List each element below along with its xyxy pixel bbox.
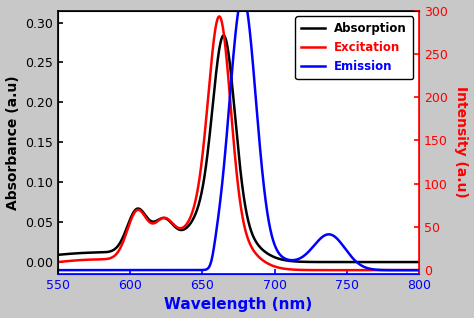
Excitation — [409, 268, 415, 272]
Legend: Absorption, Excitation, Emission: Absorption, Excitation, Emission — [295, 17, 413, 79]
Excitation — [217, 15, 222, 18]
Excitation — [370, 268, 376, 272]
Emission — [55, 268, 61, 272]
Absorption — [409, 260, 415, 264]
Excitation — [96, 258, 102, 261]
Emission — [416, 268, 422, 272]
Absorption — [118, 240, 123, 244]
Excitation — [416, 268, 422, 272]
Absorption — [416, 260, 422, 264]
Excitation — [193, 195, 199, 198]
X-axis label: Wavelength (nm): Wavelength (nm) — [164, 297, 312, 313]
Absorption — [55, 253, 61, 257]
Excitation — [118, 246, 123, 250]
Absorption — [209, 111, 215, 114]
Emission — [370, 267, 376, 271]
Emission — [96, 268, 102, 272]
Absorption — [370, 260, 376, 264]
Absorption — [96, 251, 102, 254]
Excitation — [55, 260, 61, 264]
Emission — [193, 268, 199, 272]
Y-axis label: Absorbance (a.u): Absorbance (a.u) — [6, 75, 19, 210]
Line: Absorption: Absorption — [58, 36, 419, 262]
Emission — [209, 256, 215, 260]
Excitation — [209, 54, 215, 58]
Emission — [118, 268, 123, 272]
Emission — [409, 268, 415, 272]
Line: Emission: Emission — [58, 0, 419, 270]
Line: Excitation: Excitation — [58, 17, 419, 270]
Absorption — [193, 210, 199, 214]
Absorption — [221, 34, 227, 38]
Y-axis label: Intensity (a.u): Intensity (a.u) — [455, 86, 468, 198]
